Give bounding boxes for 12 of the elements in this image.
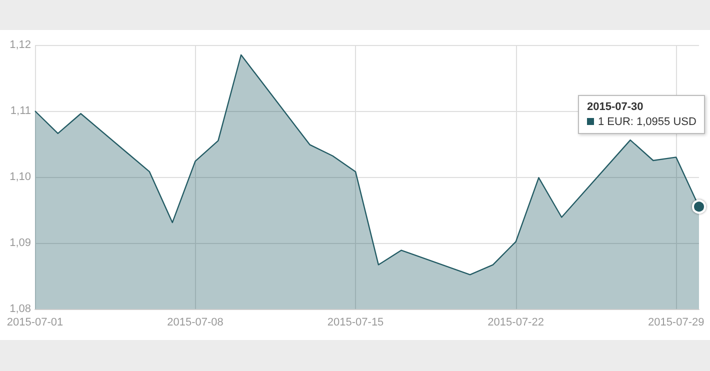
x-tick-label: 2015-07-01 — [6, 316, 64, 328]
y-tick-label: 1,08 — [10, 303, 31, 315]
y-tick-label: 1,09 — [10, 237, 31, 249]
annotation: 2015-07-30 — [587, 100, 644, 113]
x-tick-label: 2015-07-22 — [488, 316, 544, 328]
y-tick-label: 1,10 — [10, 171, 31, 183]
y-tick-label: 1,12 — [10, 39, 31, 51]
annotation: 1 EUR: 1,0955 USD — [597, 116, 696, 128]
x-tick-label: 2015-07-15 — [327, 316, 384, 328]
x-tick-label: 2015-07-29 — [648, 316, 704, 328]
x-tick-label: 2015-07-08 — [167, 316, 224, 328]
y-tick-label: 1,11 — [10, 105, 31, 117]
